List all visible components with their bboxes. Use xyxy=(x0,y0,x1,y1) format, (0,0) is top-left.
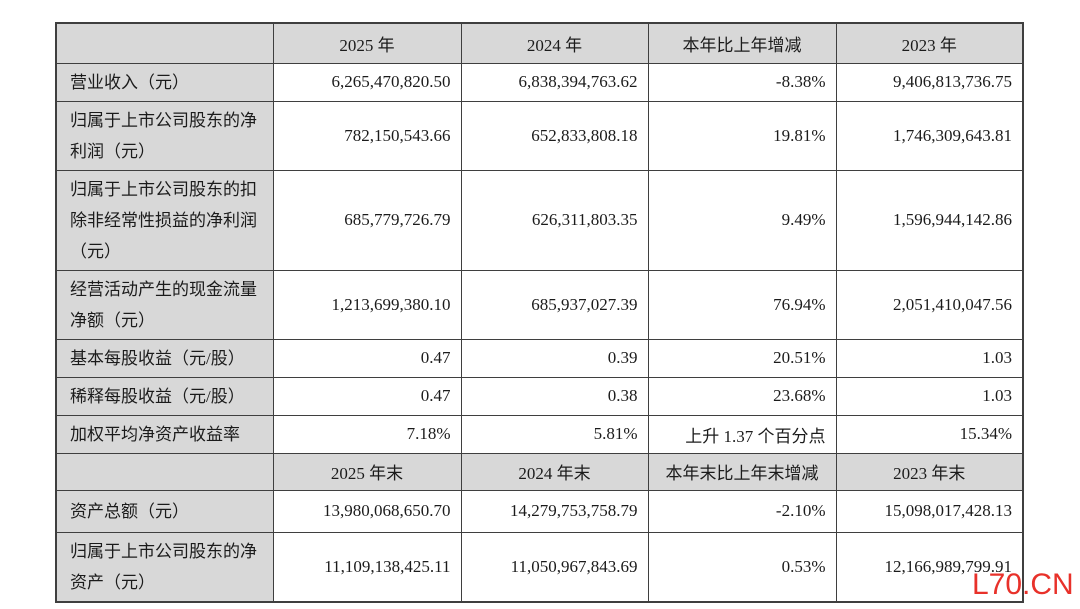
cell-2024: 0.39 xyxy=(460,338,649,378)
cell-change: 0.53% xyxy=(647,531,837,602)
table-row-total-assets: 资产总额（元） 13,980,068,650.70 14,279,753,758… xyxy=(55,489,1024,533)
cell-2024: 685,937,027.39 xyxy=(460,269,649,340)
table-row-net-assets: 归属于上市公司股东的净资产（元） 11,109,138,425.11 11,05… xyxy=(55,531,1024,602)
cell-change: 9.49% xyxy=(647,169,837,271)
cell-change: 上升 1.37 个百分点 xyxy=(647,414,837,454)
table-row-operating-cash-flow: 经营活动产生的现金流量净额（元） 1,213,699,380.10 685,93… xyxy=(55,269,1024,340)
table-row-net-profit-deducted: 归属于上市公司股东的扣除非经常性损益的净利润（元） 685,779,726.79… xyxy=(55,169,1024,271)
cell-2025: 7.18% xyxy=(272,414,462,454)
row-label: 归属于上市公司股东的净利润（元） xyxy=(55,100,274,171)
cell-change: 23.68% xyxy=(647,376,837,416)
header-row-annual: 2025 年 2024 年 本年比上年增减 2023 年 xyxy=(55,22,1024,64)
cell-2023: 1,746,309,643.81 xyxy=(835,100,1024,171)
header-empty-cell xyxy=(55,452,274,491)
cell-change: -8.38% xyxy=(647,62,837,102)
cell-2023: 15.34% xyxy=(835,414,1024,454)
cell-2023: 1.03 xyxy=(835,376,1024,416)
watermark: L70.CN xyxy=(972,568,1074,601)
table-row-net-profit: 归属于上市公司股东的净利润（元） 782,150,543.66 652,833,… xyxy=(55,100,1024,171)
header-year-2023: 2023 年 xyxy=(835,22,1024,64)
header-empty-cell xyxy=(55,22,274,64)
cell-change: 76.94% xyxy=(647,269,837,340)
cell-2025: 0.47 xyxy=(272,338,462,378)
cell-2025: 782,150,543.66 xyxy=(272,100,462,171)
cell-2024: 14,279,753,758.79 xyxy=(460,489,649,533)
financial-summary-table: 2025 年 2024 年 本年比上年增减 2023 年 营业收入（元） 6,2… xyxy=(55,22,1024,603)
row-label: 稀释每股收益（元/股） xyxy=(55,376,274,416)
cell-2024: 0.38 xyxy=(460,376,649,416)
cell-2025: 1,213,699,380.10 xyxy=(272,269,462,340)
row-label: 加权平均净资产收益率 xyxy=(55,414,274,454)
table-row-diluted-eps: 稀释每股收益（元/股） 0.47 0.38 23.68% 1.03 xyxy=(55,376,1024,416)
table-row-basic-eps: 基本每股收益（元/股） 0.47 0.39 20.51% 1.03 xyxy=(55,338,1024,378)
cell-2025: 13,980,068,650.70 xyxy=(272,489,462,533)
cell-2023: 12,166,989,799.91 xyxy=(835,531,1024,602)
header-year-2025: 2025 年 xyxy=(272,22,462,64)
row-label: 归属于上市公司股东的扣除非经常性损益的净利润（元） xyxy=(55,169,274,271)
cell-2023: 9,406,813,736.75 xyxy=(835,62,1024,102)
cell-2025: 6,265,470,820.50 xyxy=(272,62,462,102)
row-label: 营业收入（元） xyxy=(55,62,274,102)
cell-2023: 2,051,410,047.56 xyxy=(835,269,1024,340)
cell-2025: 11,109,138,425.11 xyxy=(272,531,462,602)
header-end-2023: 2023 年末 xyxy=(835,452,1024,491)
cell-change: 20.51% xyxy=(647,338,837,378)
header-year-2024: 2024 年 xyxy=(460,22,649,64)
table-row-weighted-avg-roe: 加权平均净资产收益率 7.18% 5.81% 上升 1.37 个百分点 15.3… xyxy=(55,414,1024,454)
cell-2024: 5.81% xyxy=(460,414,649,454)
cell-2023: 1,596,944,142.86 xyxy=(835,169,1024,271)
cell-2024: 652,833,808.18 xyxy=(460,100,649,171)
table-row-revenue: 营业收入（元） 6,265,470,820.50 6,838,394,763.6… xyxy=(55,62,1024,102)
row-label: 基本每股收益（元/股） xyxy=(55,338,274,378)
header-end-2024: 2024 年末 xyxy=(460,452,649,491)
row-label: 资产总额（元） xyxy=(55,489,274,533)
cell-2025: 685,779,726.79 xyxy=(272,169,462,271)
row-label: 经营活动产生的现金流量净额（元） xyxy=(55,269,274,340)
cell-2024: 11,050,967,843.69 xyxy=(460,531,649,602)
cell-2024: 626,311,803.35 xyxy=(460,169,649,271)
header-end-2025: 2025 年末 xyxy=(272,452,462,491)
cell-2025: 0.47 xyxy=(272,376,462,416)
header-row-period-end: 2025 年末 2024 年末 本年末比上年末增减 2023 年末 xyxy=(55,452,1024,491)
cell-2023: 15,098,017,428.13 xyxy=(835,489,1024,533)
cell-2024: 6,838,394,763.62 xyxy=(460,62,649,102)
header-end-change: 本年末比上年末增减 xyxy=(647,452,837,491)
cell-change: -2.10% xyxy=(647,489,837,533)
header-yoy-change: 本年比上年增减 xyxy=(647,22,837,64)
cell-change: 19.81% xyxy=(647,100,837,171)
row-label: 归属于上市公司股东的净资产（元） xyxy=(55,531,274,602)
cell-2023: 1.03 xyxy=(835,338,1024,378)
